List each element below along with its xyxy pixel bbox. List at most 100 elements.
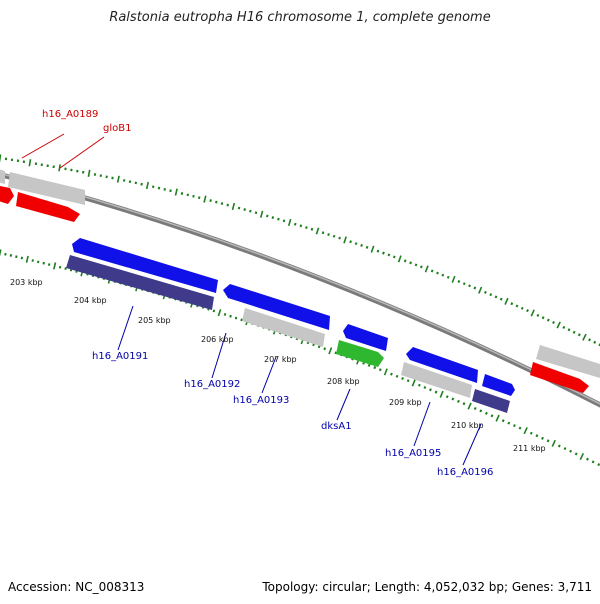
- major-tick: [218, 309, 220, 316]
- minor-tick: [569, 329, 570, 331]
- minor-tick: [442, 274, 443, 276]
- minor-tick: [153, 186, 154, 188]
- major-tick: [505, 298, 508, 304]
- major-tick: [496, 415, 499, 421]
- minor-tick: [16, 256, 17, 258]
- tick-label: 210 kbp: [451, 421, 484, 430]
- minor-tick: [416, 264, 417, 266]
- minor-tick: [503, 420, 504, 422]
- major-tick: [371, 246, 373, 253]
- minor-tick: [95, 173, 96, 175]
- minor-tick: [60, 266, 61, 268]
- minor-tick: [589, 339, 590, 341]
- minor-tick: [469, 285, 470, 287]
- gene-label-dksA1[interactable]: dksA1: [321, 421, 352, 432]
- minor-tick: [312, 228, 313, 230]
- major-tick: [329, 348, 332, 355]
- gene-label-h16_A0196[interactable]: h16_A0196: [437, 467, 493, 478]
- minor-tick: [410, 262, 411, 264]
- gene-label-h16_A0191[interactable]: h16_A0191: [92, 351, 148, 362]
- minor-tick: [306, 226, 307, 228]
- minor-tick: [22, 257, 23, 259]
- minor-tick: [559, 445, 560, 447]
- minor-tick: [480, 410, 481, 412]
- major-tick: [316, 228, 318, 235]
- minor-tick: [570, 450, 571, 452]
- minor-tick: [548, 319, 549, 321]
- gene-label-gloB1[interactable]: gloB1: [103, 123, 131, 134]
- minor-tick: [236, 317, 237, 319]
- minor-tick: [323, 232, 324, 234]
- gene-label-h16_A0192[interactable]: h16_A0192: [184, 379, 240, 390]
- minor-tick: [565, 448, 566, 450]
- major-tick: [524, 427, 527, 433]
- minor-tick: [522, 307, 523, 309]
- gene-feature-h16_A0196[interactable]: [482, 374, 515, 396]
- genome-stats-text: Topology: circular; Length: 4,052,032 bp…: [262, 580, 592, 594]
- gene-label-h16_A0189[interactable]: h16_A0189: [42, 109, 98, 120]
- minor-tick: [339, 237, 340, 239]
- minor-tick: [408, 380, 409, 382]
- major-tick: [385, 369, 388, 376]
- minor-tick: [486, 412, 487, 414]
- minor-tick: [430, 389, 431, 391]
- minor-tick: [222, 202, 223, 204]
- minor-tick: [437, 272, 438, 274]
- gene-feature-gray[interactable]: [0, 168, 5, 184]
- minor-tick: [490, 294, 491, 296]
- major-tick: [531, 310, 534, 316]
- minor-tick: [492, 415, 493, 417]
- minor-tick: [405, 260, 406, 262]
- minor-tick: [324, 348, 325, 350]
- minor-tick: [447, 396, 448, 398]
- minor-tick: [448, 276, 449, 278]
- minor-tick: [508, 422, 509, 424]
- minor-tick: [250, 210, 251, 212]
- minor-tick: [141, 183, 142, 185]
- minor-tick: [350, 241, 351, 243]
- major-tick: [580, 453, 583, 459]
- major-tick: [399, 256, 401, 263]
- minor-tick: [295, 223, 296, 225]
- minor-tick: [421, 266, 422, 268]
- minor-tick: [256, 212, 257, 214]
- minor-tick: [210, 199, 211, 201]
- minor-tick: [130, 181, 131, 183]
- minor-tick: [419, 384, 420, 386]
- minor-tick: [239, 207, 240, 209]
- major-tick: [29, 159, 30, 166]
- minor-tick: [537, 314, 538, 316]
- major-tick: [147, 182, 149, 189]
- minor-tick: [594, 341, 595, 343]
- minor-tick: [214, 310, 215, 312]
- minor-tick: [193, 195, 194, 197]
- minor-tick: [383, 252, 384, 254]
- major-tick: [289, 219, 291, 226]
- minor-tick: [356, 243, 357, 245]
- minor-tick: [216, 201, 217, 203]
- major-tick: [479, 287, 482, 293]
- minor-tick: [49, 263, 50, 265]
- gene-labels: h16_A0189 gloB1 h16_A0191 h16_A0192 h16_…: [42, 109, 493, 478]
- minor-tick: [267, 215, 268, 217]
- major-tick: [204, 196, 206, 203]
- minor-tick: [598, 464, 599, 466]
- minor-tick: [475, 407, 476, 409]
- minor-tick: [587, 458, 588, 460]
- minor-tick: [334, 235, 335, 237]
- minor-tick: [424, 386, 425, 388]
- minor-tick: [458, 400, 459, 402]
- gene-label-h16_A0195[interactable]: h16_A0195: [385, 448, 441, 459]
- minor-tick: [11, 254, 12, 256]
- minor-tick: [464, 283, 465, 285]
- minor-tick: [301, 225, 302, 227]
- minor-tick: [576, 453, 577, 455]
- tick-label: 211 kbp: [513, 444, 546, 453]
- minor-tick: [361, 244, 362, 246]
- minor-tick: [159, 187, 160, 189]
- major-tick: [552, 440, 555, 446]
- minor-tick: [542, 437, 543, 439]
- gene-label-h16_A0193[interactable]: h16_A0193: [233, 395, 289, 406]
